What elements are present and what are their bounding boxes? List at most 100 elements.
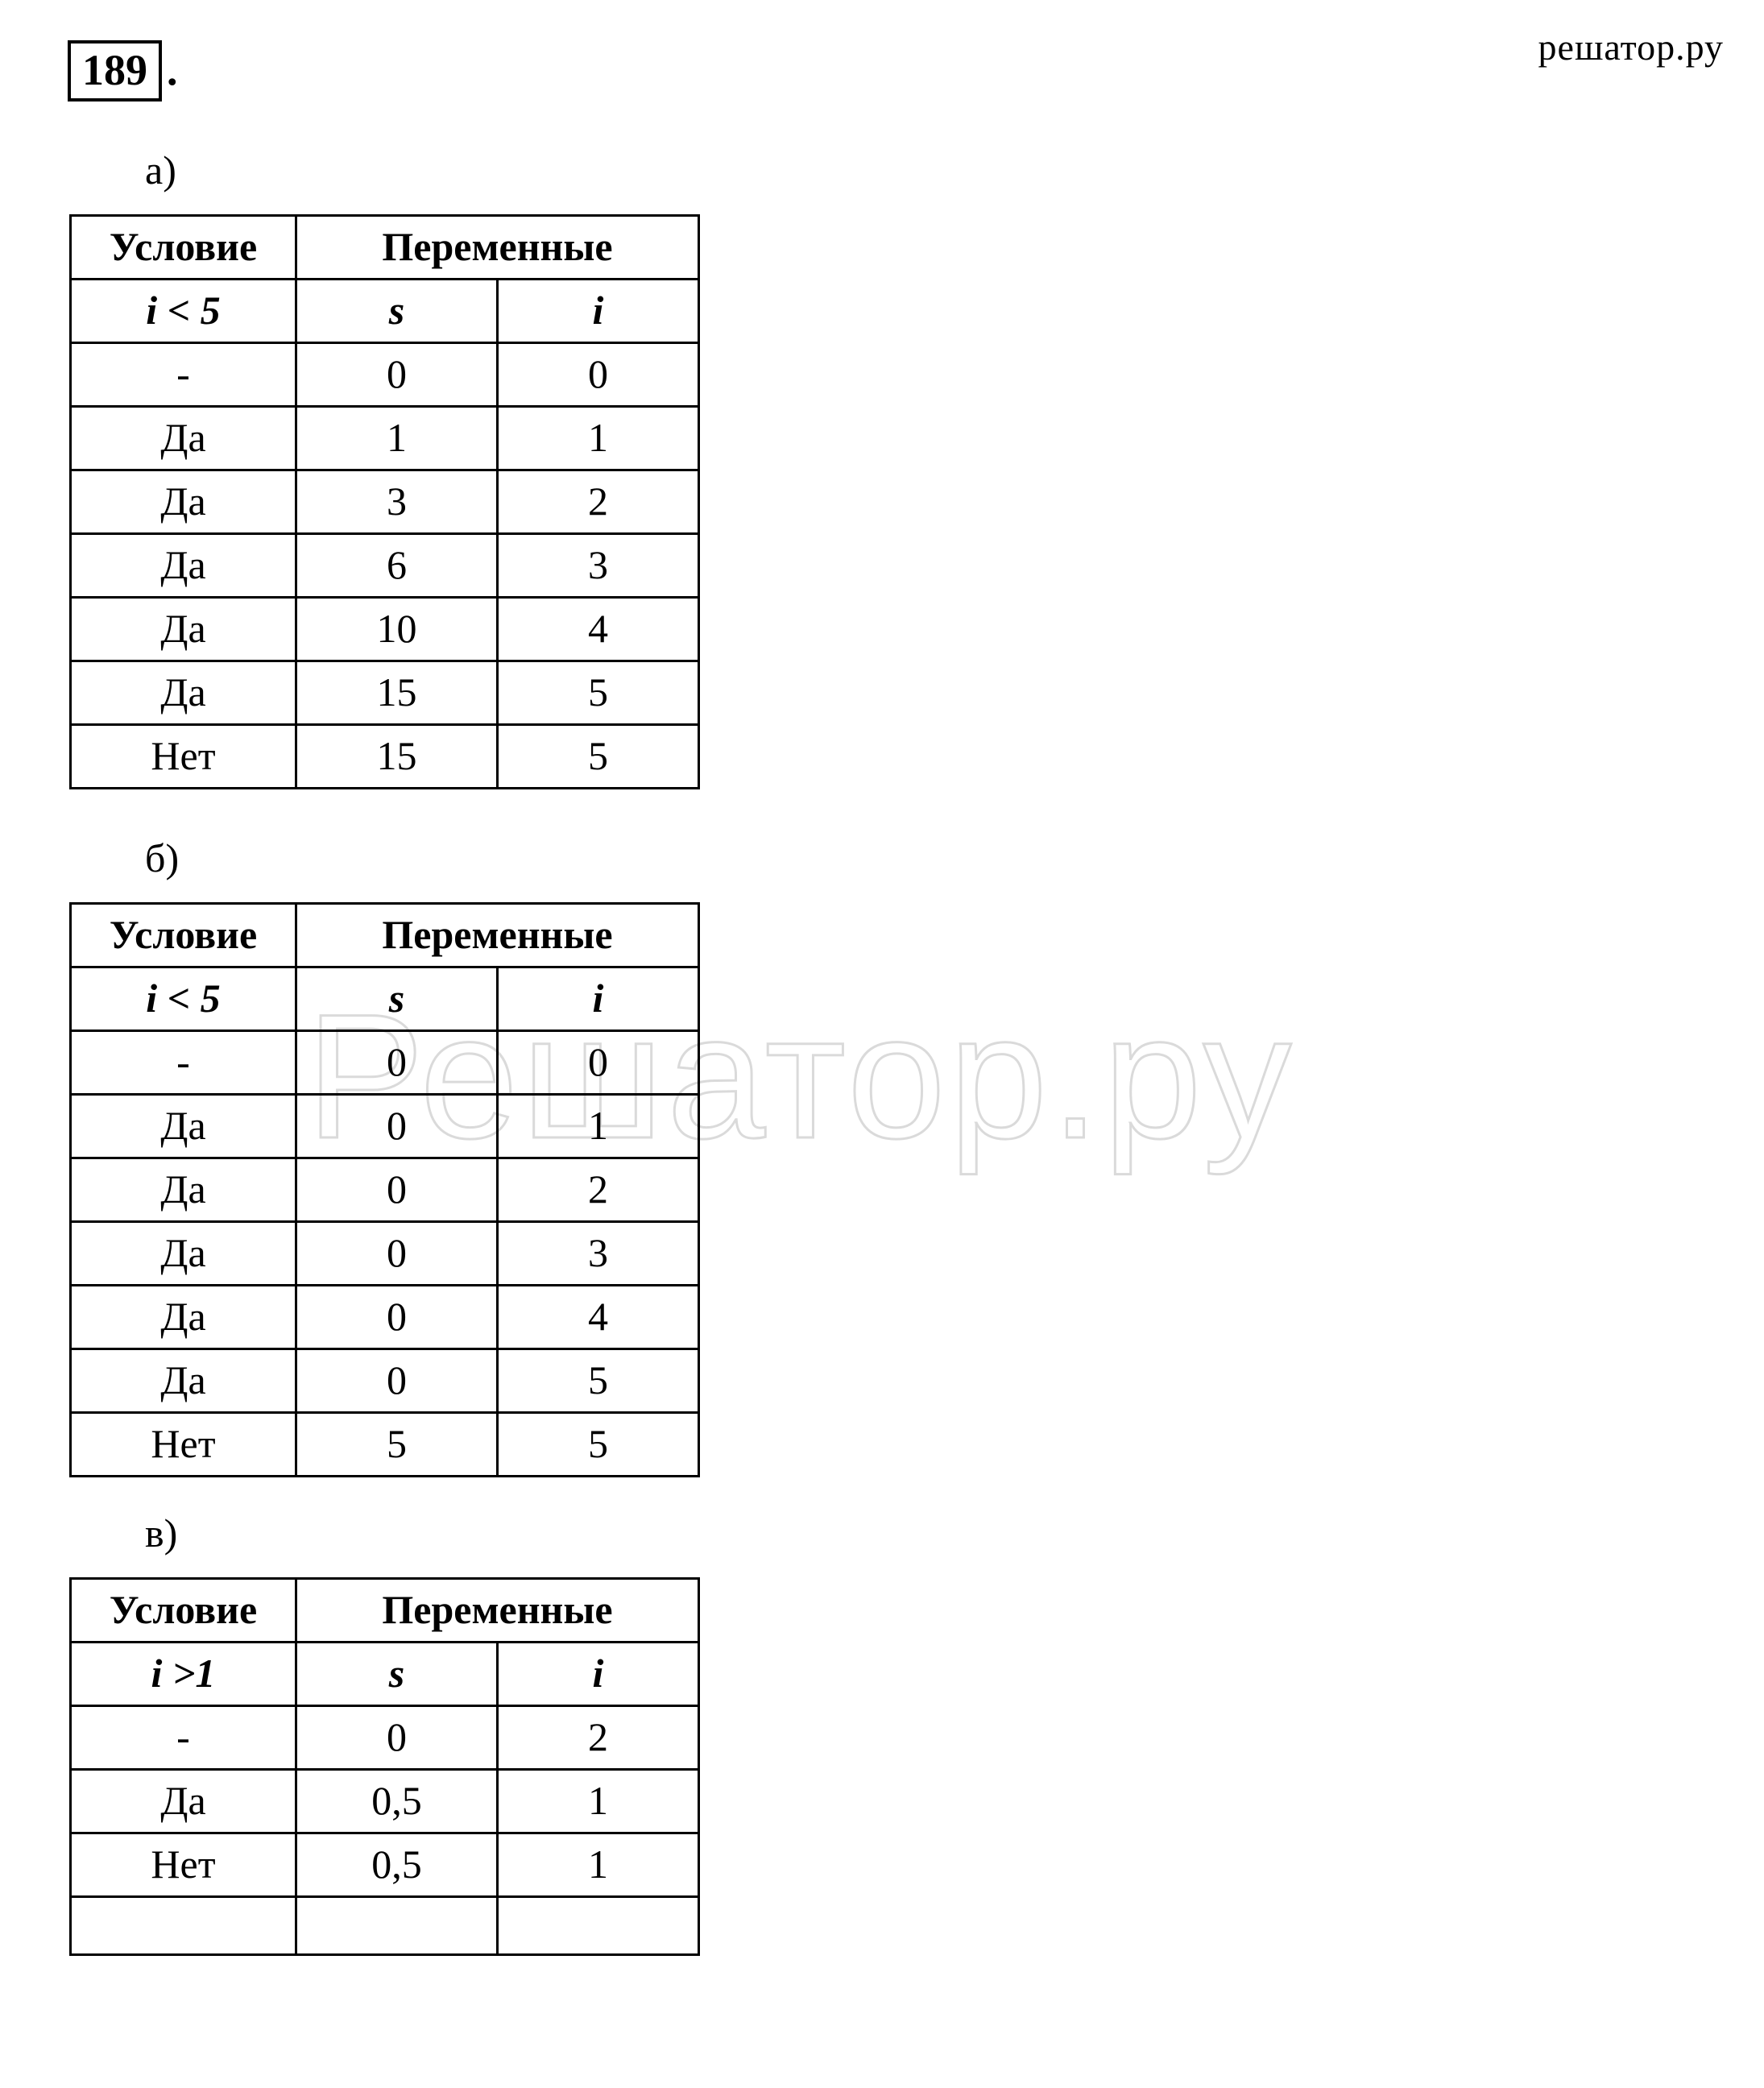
- header-variables: Переменные: [296, 216, 699, 280]
- condition-expression: i >1: [71, 1643, 296, 1706]
- problem-number-dot: .: [167, 46, 178, 94]
- cell-cond: Нет: [71, 1833, 296, 1897]
- table-row: Да02: [71, 1158, 699, 1222]
- var-s-header: s: [296, 280, 498, 343]
- header-condition: Условие: [71, 216, 296, 280]
- cell-i: 4: [498, 1286, 699, 1349]
- cell-cond: Да: [71, 1286, 296, 1349]
- cell-i: 2: [498, 1158, 699, 1222]
- page: решатор.ру 189 . Решатор.ру а) Условие П…: [0, 0, 1764, 2088]
- cell-i: 1: [498, 1095, 699, 1158]
- cell-s: 0: [296, 1222, 498, 1286]
- cell-i: 2: [498, 470, 699, 534]
- cell-i: 0: [498, 1031, 699, 1095]
- table-row: Да05: [71, 1349, 699, 1413]
- cell-s: 0,5: [296, 1833, 498, 1897]
- table-header-row: Условие Переменные: [71, 904, 699, 967]
- cell-s: 0: [296, 1706, 498, 1770]
- cell-s: 6: [296, 534, 498, 598]
- cell-cond: Да: [71, 661, 296, 725]
- cell-s: 10: [296, 598, 498, 661]
- table-row: Нет55: [71, 1413, 699, 1477]
- table-row: [71, 1897, 699, 1955]
- cell-s: 5: [296, 1413, 498, 1477]
- cell-cond: -: [71, 1706, 296, 1770]
- cell-cond: Нет: [71, 725, 296, 789]
- table-row: Нет0,51: [71, 1833, 699, 1897]
- table-row: Да155: [71, 661, 699, 725]
- trace-table-a: Условие Переменные i < 5 s i -00 Да11 Да…: [69, 214, 700, 789]
- cell-cond: -: [71, 343, 296, 407]
- cell-i: 3: [498, 534, 699, 598]
- section-label-b: б): [145, 835, 1716, 881]
- table-subheader-row: i < 5 s i: [71, 280, 699, 343]
- cell-i: 3: [498, 1222, 699, 1286]
- cell-s: 0,5: [296, 1770, 498, 1833]
- table-row: Да104: [71, 598, 699, 661]
- table-subheader-row: i < 5 s i: [71, 967, 699, 1031]
- cell-cond: [71, 1897, 296, 1955]
- condition-expression: i < 5: [71, 280, 296, 343]
- cell-cond: Да: [71, 1158, 296, 1222]
- cell-cond: Да: [71, 1349, 296, 1413]
- section-label-a: а): [145, 147, 1716, 193]
- cell-s: 0: [296, 343, 498, 407]
- problem-number: 189: [82, 46, 147, 94]
- cell-s: 0: [296, 1286, 498, 1349]
- cell-i: 1: [498, 407, 699, 470]
- cell-cond: Да: [71, 1770, 296, 1833]
- var-s-header: s: [296, 967, 498, 1031]
- cell-s: 0: [296, 1349, 498, 1413]
- condition-expression: i < 5: [71, 967, 296, 1031]
- cell-i: 5: [498, 1349, 699, 1413]
- cell-cond: Да: [71, 1222, 296, 1286]
- cell-i: 1: [498, 1833, 699, 1897]
- table-row: Нет155: [71, 725, 699, 789]
- problem-number-box: 189: [68, 40, 162, 102]
- cell-s: 0: [296, 1031, 498, 1095]
- cell-s: 15: [296, 725, 498, 789]
- cell-s: 3: [296, 470, 498, 534]
- trace-table-b: Условие Переменные i < 5 s i -00 Да01 Да…: [69, 902, 700, 1477]
- site-label: решатор.ру: [1538, 26, 1724, 68]
- cell-cond: Да: [71, 1095, 296, 1158]
- table-row: -02: [71, 1706, 699, 1770]
- table-row: Да03: [71, 1222, 699, 1286]
- content: а) Условие Переменные i < 5 s i -00 Да11…: [48, 147, 1716, 1956]
- header-condition: Условие: [71, 904, 296, 967]
- cell-cond: Нет: [71, 1413, 296, 1477]
- var-i-header: i: [498, 1643, 699, 1706]
- cell-cond: -: [71, 1031, 296, 1095]
- cell-i: 5: [498, 1413, 699, 1477]
- cell-i: 2: [498, 1706, 699, 1770]
- header-condition: Условие: [71, 1579, 296, 1643]
- var-s-header: s: [296, 1643, 498, 1706]
- table-header-row: Условие Переменные: [71, 1579, 699, 1643]
- table-header-row: Условие Переменные: [71, 216, 699, 280]
- table-row: Да11: [71, 407, 699, 470]
- cell-s: 0: [296, 1095, 498, 1158]
- table-row: Да01: [71, 1095, 699, 1158]
- cell-i: 0: [498, 343, 699, 407]
- cell-i: 5: [498, 661, 699, 725]
- var-i-header: i: [498, 280, 699, 343]
- section-label-v: в): [145, 1510, 1716, 1556]
- table-row: -00: [71, 1031, 699, 1095]
- cell-i: [498, 1897, 699, 1955]
- cell-cond: Да: [71, 534, 296, 598]
- cell-i: 4: [498, 598, 699, 661]
- table-row: Да04: [71, 1286, 699, 1349]
- var-i-header: i: [498, 967, 699, 1031]
- header-variables: Переменные: [296, 1579, 699, 1643]
- cell-i: 1: [498, 1770, 699, 1833]
- table-subheader-row: i >1 s i: [71, 1643, 699, 1706]
- header-variables: Переменные: [296, 904, 699, 967]
- table-row: Да63: [71, 534, 699, 598]
- cell-s: 15: [296, 661, 498, 725]
- cell-i: 5: [498, 725, 699, 789]
- cell-cond: Да: [71, 598, 296, 661]
- cell-cond: Да: [71, 407, 296, 470]
- cell-s: [296, 1897, 498, 1955]
- table-row: Да32: [71, 470, 699, 534]
- trace-table-v: Условие Переменные i >1 s i -02 Да0,51 Н…: [69, 1577, 700, 1956]
